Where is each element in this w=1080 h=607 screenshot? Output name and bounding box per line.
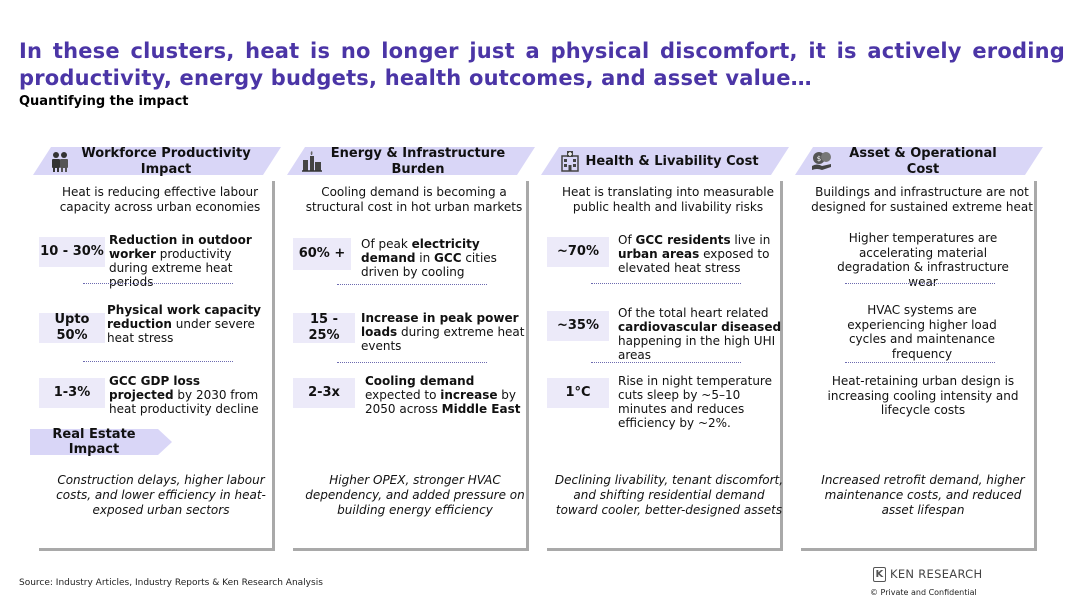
stat-text-run: under severe heat stress xyxy=(107,317,255,345)
column-panel: Buildings and infrastructure are not des… xyxy=(801,181,1037,551)
impact-point: Heat-retaining urban design is increasin… xyxy=(827,374,1019,417)
stat-divider xyxy=(83,361,233,362)
stat-description: Reduction in outdoor worker productivity… xyxy=(109,233,267,289)
stat-text-run: Rise in night temperature cuts sleep by … xyxy=(618,374,772,430)
stat-text-run: by 2050 across xyxy=(365,388,517,416)
source-note: Source: Industry Articles, Industry Repo… xyxy=(19,578,323,588)
stat-divider xyxy=(83,283,233,284)
column-heading: Health & Livability Cost xyxy=(585,154,759,169)
real-estate-tag xyxy=(30,429,172,455)
stat-description: Of GCC residents live in urban areas exp… xyxy=(618,233,780,275)
stat-description: GCC GDP loss projected by 2030 from heat… xyxy=(109,374,267,416)
ken-research-logo: K KEN RESEARCH xyxy=(873,566,982,582)
stat-highlight: urban areas xyxy=(618,247,700,261)
stat-text-run: during extreme heat events xyxy=(361,325,525,353)
stat-text-run: productivity during extreme heat periods xyxy=(109,247,233,289)
stat-highlight: increase xyxy=(440,388,498,402)
stat-highlight: Reduction in outdoor worker xyxy=(109,233,252,261)
column-health: Health & Livability Cost Heat is transla… xyxy=(541,147,789,552)
stat-highlight: Cooling demand xyxy=(365,374,475,388)
stat-value: 60% + xyxy=(293,238,351,270)
column-summary: Declining livability, tenant discomfort,… xyxy=(554,473,784,517)
column-panel: Cooling demand is becoming a structural … xyxy=(293,181,529,551)
confidential-note: © Private and Confidential xyxy=(870,588,977,597)
stat-description: Increase in peak power loads during extr… xyxy=(361,311,525,353)
stat-text-run: by 2030 from heat productivity decline xyxy=(109,388,259,416)
column-workforce: Workforce Productivity Impact Heat is re… xyxy=(33,146,281,552)
stat-value: 1°C xyxy=(547,378,609,408)
column-intro: Cooling demand is becoming a structural … xyxy=(305,185,523,214)
stat-highlight: GCC xyxy=(434,251,462,265)
column-heading: Energy & Infrastructure Burden xyxy=(330,146,506,177)
stat-value: 10 - 30% xyxy=(39,237,105,267)
hospital-icon xyxy=(561,151,579,172)
stat-text-run: Of the total heart related xyxy=(618,306,769,320)
stat-divider xyxy=(845,362,995,363)
stat-value: 15 - 25% xyxy=(293,312,355,343)
column-banner xyxy=(33,147,281,175)
column-banner xyxy=(541,147,789,175)
impact-point: HVAC systems are experiencing higher loa… xyxy=(847,303,997,361)
page-title: In these clusters, heat is no longer jus… xyxy=(19,39,1065,90)
stat-text-run: cities driven by cooling xyxy=(361,251,497,279)
column-intro: Heat is translating into measurable publ… xyxy=(562,185,774,214)
stat-highlight: cardiovascular diseased xyxy=(618,320,782,334)
column-banner xyxy=(287,147,535,175)
column-panel: Heat is translating into measurable publ… xyxy=(547,181,783,551)
stat-description: Cooling demand expected to increase by 2… xyxy=(365,374,525,416)
stat-divider xyxy=(337,362,487,363)
page-subtitle: Quantifying the impact xyxy=(19,94,189,109)
impact-point: Higher temperatures are accelerating mat… xyxy=(837,231,1009,289)
stat-highlight: Increase in peak power loads xyxy=(361,311,519,339)
stat-description: Physical work capacity reduction under s… xyxy=(107,303,267,345)
stat-description: Of the total heart related cardiovascula… xyxy=(618,306,782,362)
stat-value: ~70% xyxy=(547,237,609,267)
column-banner xyxy=(795,147,1043,175)
logo-text: KEN RESEARCH xyxy=(890,567,983,581)
stat-text-run: happening in the high UHI areas xyxy=(618,334,776,362)
column-summary: Higher OPEX, stronger HVAC dependency, a… xyxy=(305,473,525,517)
column-summary: Increased retrofit demand, higher mainte… xyxy=(821,473,1025,517)
svg-text:$: $ xyxy=(817,155,821,163)
stat-highlight: Middle East xyxy=(441,402,521,416)
real-estate-label: Real Estate Impact xyxy=(52,427,136,457)
stat-highlight: GCC GDP loss projected xyxy=(109,374,201,402)
logo-mark: K xyxy=(873,566,886,582)
column-asset: $ Asset & Operational Cost Buildings and… xyxy=(795,146,1043,552)
column-intro: Heat is reducing effective labour capaci… xyxy=(59,185,261,214)
stat-value: 1-3% xyxy=(39,378,105,408)
stat-value: Upto 50% xyxy=(39,312,105,343)
stat-value: ~35% xyxy=(547,311,609,341)
power-plant-icon xyxy=(302,151,322,172)
stat-description: Rise in night temperature cuts sleep by … xyxy=(618,374,780,430)
column-heading: Asset & Operational Cost xyxy=(849,146,997,177)
stat-highlight: GCC residents xyxy=(635,233,731,247)
stat-description: Of peak electricity demand in GCC cities… xyxy=(361,237,525,279)
stat-text-run: Of peak xyxy=(361,237,412,251)
stat-text-run: live in xyxy=(730,233,771,247)
stat-text-run: in xyxy=(415,251,435,265)
column-heading: Workforce Productivity Impact xyxy=(81,146,251,177)
column-summary: Construction delays, higher labour costs… xyxy=(56,473,266,517)
stat-divider xyxy=(337,284,487,285)
stat-text-run: expected to xyxy=(365,388,441,402)
column-energy: Energy & Infrastructure Burden Cooling d… xyxy=(287,146,535,552)
workers-icon xyxy=(52,152,68,172)
stat-divider xyxy=(591,283,741,284)
stat-text-run: Of xyxy=(618,233,636,247)
stat-text-run: exposed to elevated heat stress xyxy=(618,247,770,275)
column-intro: Buildings and infrastructure are not des… xyxy=(811,185,1033,214)
stat-highlight: Physical work capacity reduction xyxy=(107,303,262,331)
stat-value: 2-3x xyxy=(293,378,355,408)
stat-divider xyxy=(845,283,995,284)
column-panel: Heat is reducing effective labour capaci… xyxy=(39,181,275,551)
coins-icon: $ xyxy=(812,152,831,170)
stat-highlight: electricity demand xyxy=(361,237,480,265)
stat-divider xyxy=(591,362,741,363)
